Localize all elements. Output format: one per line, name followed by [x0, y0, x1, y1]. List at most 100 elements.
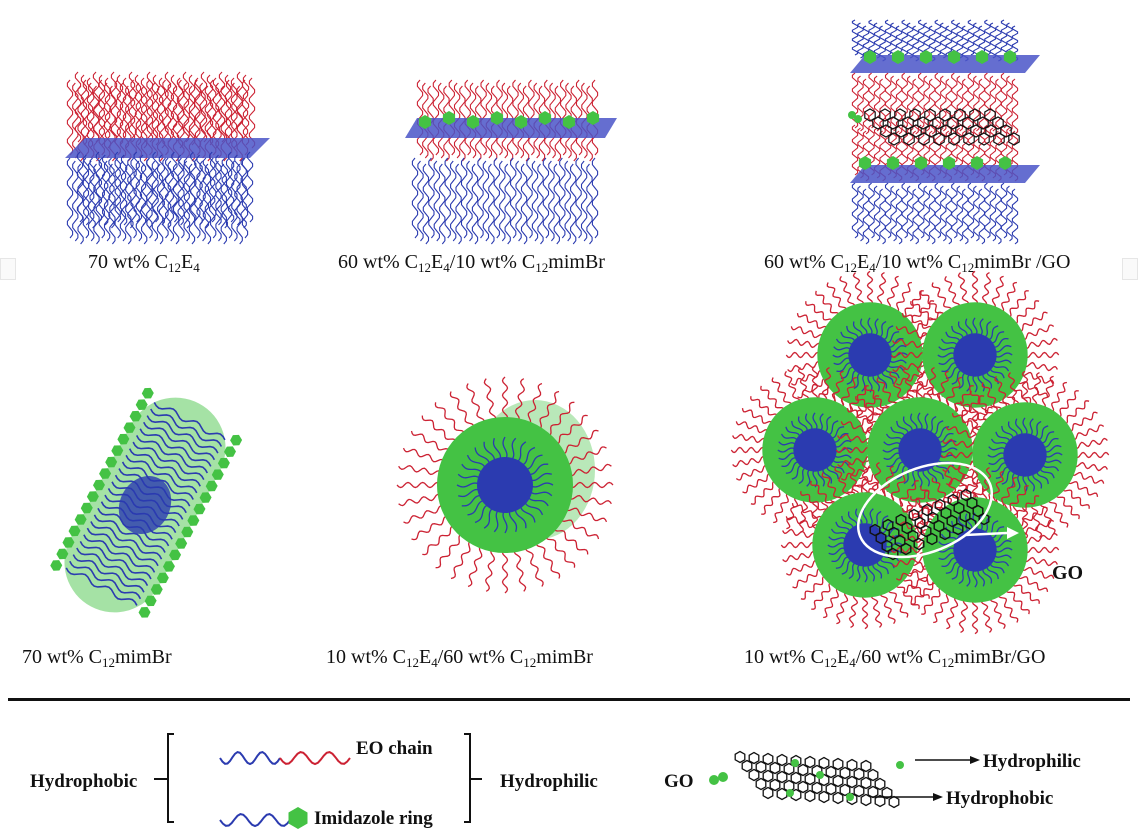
go-callout-label: GO [1052, 562, 1084, 584]
imidazole-head [205, 480, 218, 492]
imidazole-head [466, 115, 480, 129]
imidazole-head [418, 115, 432, 129]
imidazole-head [947, 50, 961, 64]
imidazole-head [56, 548, 69, 560]
rod-micelle-illustration [50, 387, 243, 618]
spherical-micelle [396, 376, 614, 594]
imidazole-head [86, 491, 99, 502]
interface-plane [405, 118, 617, 138]
interface-plane [850, 165, 1040, 183]
go-functional-group [791, 759, 799, 767]
lamellar-with-go-illustration [848, 19, 1040, 245]
imidazole-head [975, 50, 989, 64]
imidazole-head [141, 387, 154, 399]
arrow-hydrophobic-head [933, 793, 943, 801]
go-functional-group [854, 115, 862, 123]
micelle-core [898, 428, 942, 472]
imidazole-head [538, 111, 552, 125]
spherical-micelle [940, 370, 1110, 540]
spherical-mixed-micelle-illustration [396, 376, 614, 594]
go-arrow [964, 531, 1008, 537]
legend-go-hexagon-sheet [734, 750, 900, 809]
imidazole-head [863, 50, 877, 64]
caption-70-c12mimbr: 70 wt% C12mimBr [22, 646, 172, 670]
legend-hydrophobic-label: Hydrophobic [30, 771, 138, 792]
chains-down [411, 157, 599, 245]
imidazole-head [1003, 50, 1017, 64]
go-functional-group [896, 761, 904, 769]
imidazole-head [199, 492, 212, 503]
imidazole-head [562, 115, 576, 129]
imidazole-head [858, 156, 872, 170]
imidazole-head [442, 111, 456, 125]
imidazole-head [586, 111, 600, 125]
legend-hydrophilic-right-label: Hydrophilic [983, 751, 1081, 772]
go-functional-group [786, 789, 794, 797]
section-divider [8, 698, 1130, 701]
micelle-core [953, 333, 997, 377]
micelle-core [953, 528, 997, 572]
imidazole-head [514, 115, 528, 129]
arrow-hydrophilic-head [970, 756, 980, 764]
go-functional-group [718, 772, 728, 782]
imidazole-head [111, 445, 124, 456]
micelle-core [793, 428, 837, 472]
micelle-core [1003, 433, 1047, 477]
caption-10-c12e4-60-c12mimbr-go: 10 wt% C12E4/60 wt% C12mimBr/GO [744, 646, 1046, 670]
imidazole-head [914, 156, 928, 170]
page-side-tab-left [0, 258, 16, 280]
imidazole-head [230, 434, 243, 446]
legend-imidazole-ring [288, 807, 308, 829]
page-side-tab-right [1122, 258, 1138, 280]
imidazole-head [886, 156, 900, 170]
legend-graphene-oxide-sheet [709, 750, 980, 809]
legend-surfactant-diagram [154, 733, 482, 829]
imidazole-head [99, 468, 112, 479]
legend-imidazole-ring-label: Imidazole ring [314, 808, 433, 829]
imidazole-head [217, 457, 230, 469]
imidazole-head [919, 50, 933, 64]
imidazole-head [187, 515, 200, 526]
imidazole-head [92, 479, 105, 491]
rod-micelle [50, 387, 243, 618]
caption-60-c12e4-10-c12mimbr-go: 60 wt% C12E4/10 wt% C12mimBr /GO [764, 251, 1071, 275]
imidazole-head [490, 111, 504, 125]
legend-hydrophilic-label: Hydrophilic [500, 771, 598, 792]
spherical-micelle [890, 270, 1060, 440]
legend-eo-chain [279, 751, 351, 766]
caption-70-c12e4: 70 wt% C12E4 [88, 251, 200, 275]
imidazole-head [181, 526, 194, 538]
go-arrow-head [1007, 527, 1019, 539]
chains-up [851, 19, 1019, 62]
imidazole-head [169, 549, 182, 561]
go-functional-group [846, 793, 854, 801]
imidazole-head [138, 607, 151, 618]
legend-go-label: GO [664, 771, 694, 792]
chains-down [851, 182, 1019, 245]
bracket-left [167, 733, 174, 823]
imidazole-head [942, 156, 956, 170]
imidazole-head [223, 446, 236, 457]
imidazole-head [193, 503, 206, 515]
go-functional-group [816, 771, 824, 779]
imidazole-head [150, 584, 163, 595]
imidazole-head [62, 537, 75, 548]
legend-imidazolium-tail [219, 813, 291, 828]
imidazole-head [175, 538, 188, 549]
go-functional-group [848, 111, 856, 119]
imidazole-head [117, 433, 130, 445]
imidazole-head [144, 595, 157, 607]
imidazole-head [135, 399, 148, 411]
legend-eo-chain-label: EO chain [356, 738, 433, 759]
graphene-oxide-sheet [864, 108, 1020, 146]
imidazole-head [123, 422, 136, 433]
go-highlight-ellipse [856, 461, 994, 559]
caption-10-c12e4-60-c12mimbr: 10 wt% C12E4/60 wt% C12mimBr [326, 646, 593, 670]
micelle-core [477, 457, 533, 513]
micelle-core [118, 476, 172, 534]
imidazole-head [891, 50, 905, 64]
imidazole-head [105, 456, 118, 468]
micelle-cluster-with-go-illustration [730, 270, 1110, 635]
spherical-micelle [890, 465, 1060, 635]
imidazole-head [970, 156, 984, 170]
